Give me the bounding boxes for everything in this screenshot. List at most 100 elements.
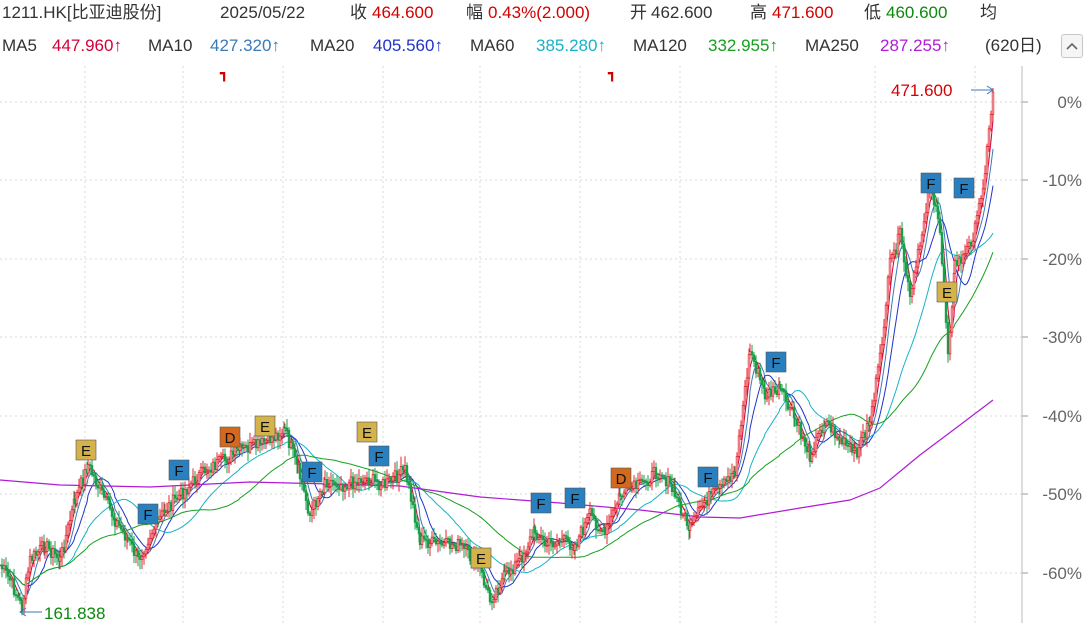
event-marker-f[interactable]: F xyxy=(564,487,586,509)
candle-body xyxy=(530,536,534,539)
event-marker-box xyxy=(368,445,390,467)
candle-body xyxy=(918,245,922,250)
candle-body xyxy=(910,288,914,297)
candle-body xyxy=(106,495,110,501)
open-label: 开 xyxy=(630,3,647,22)
candle-body xyxy=(310,508,314,516)
event-marker-f[interactable]: F xyxy=(137,503,159,525)
candle-body xyxy=(123,531,127,541)
candle-body xyxy=(568,540,572,550)
candle-body xyxy=(884,304,888,328)
candle-body xyxy=(558,540,562,543)
candle-body xyxy=(258,439,262,445)
candle-body xyxy=(278,435,282,441)
candle-body xyxy=(570,547,574,550)
stock-symbol[interactable]: 1211.HK[比亚迪股份] xyxy=(2,3,162,22)
event-marker-d[interactable]: D xyxy=(610,467,632,489)
event-marker-box xyxy=(219,426,241,448)
candle-body xyxy=(888,257,892,278)
candle-body xyxy=(373,474,377,481)
y-tick-label: -60% xyxy=(1042,564,1082,583)
candle-body xyxy=(117,520,121,526)
candle-body xyxy=(383,479,387,488)
candle-body xyxy=(575,543,579,547)
candle-body xyxy=(713,487,717,490)
event-marker-e[interactable]: E xyxy=(75,439,97,461)
candle-body xyxy=(733,471,737,476)
candle-body xyxy=(577,535,581,547)
event-marker-f[interactable]: F xyxy=(301,461,323,483)
candle-body xyxy=(743,386,747,406)
candle-body xyxy=(622,492,626,497)
candle-body xyxy=(16,594,20,598)
candle-body xyxy=(537,537,541,540)
candle-body xyxy=(217,456,221,460)
event-marker-f[interactable]: F xyxy=(530,492,552,514)
event-marker-e[interactable]: E xyxy=(470,547,492,569)
event-marker-f[interactable]: F xyxy=(697,466,719,488)
event-marker-f[interactable]: F xyxy=(168,459,190,481)
candle-body xyxy=(739,424,743,437)
event-marker-e[interactable]: E xyxy=(254,415,276,437)
candle-body xyxy=(615,503,619,510)
candle-body xyxy=(488,589,492,603)
candle-body xyxy=(957,257,961,266)
candle-body xyxy=(660,474,664,478)
ma250-label: MA250 xyxy=(805,36,859,55)
candle-body xyxy=(460,543,464,546)
candle-body xyxy=(375,479,379,483)
candle-body xyxy=(722,478,726,486)
collapse-button[interactable] xyxy=(1061,34,1083,58)
event-marker-f[interactable]: F xyxy=(953,177,975,199)
event-marker-f[interactable]: F xyxy=(765,351,787,373)
candle-body xyxy=(607,523,611,526)
candle-body xyxy=(756,368,760,374)
quote-date: 2025/05/22 xyxy=(220,3,306,22)
candle-body xyxy=(2,565,6,570)
period-selector[interactable]: (620日) xyxy=(985,36,1042,55)
candle-body xyxy=(466,545,470,551)
candle-body xyxy=(199,466,203,474)
event-marker-label: F xyxy=(536,496,545,513)
candle-body xyxy=(874,377,878,402)
candle-body xyxy=(312,499,316,510)
candle-body xyxy=(6,570,10,577)
event-marker-e[interactable]: E xyxy=(356,421,378,443)
candle-body xyxy=(104,495,108,498)
candle-body xyxy=(703,499,707,503)
candle-body xyxy=(482,571,486,586)
candle-body xyxy=(827,421,831,425)
candle-body xyxy=(694,515,698,518)
chevron-up-icon xyxy=(1066,42,1078,50)
candle-body xyxy=(395,470,399,483)
low-label: 低 xyxy=(864,3,881,22)
event-marker-label: F xyxy=(926,176,935,193)
candle-body xyxy=(213,461,217,471)
candle-body xyxy=(128,538,132,542)
candle-body xyxy=(816,433,820,438)
candle-body xyxy=(724,478,728,482)
event-marker-d[interactable]: D xyxy=(219,426,241,448)
candle-body xyxy=(422,535,426,540)
candle-body xyxy=(886,276,890,306)
event-marker-f[interactable]: F xyxy=(368,445,390,467)
candle-body xyxy=(573,543,577,552)
candle-body xyxy=(644,480,648,484)
candle-body xyxy=(272,436,276,441)
event-marker-label: E xyxy=(362,425,372,442)
candle-body xyxy=(229,450,233,463)
candle-body xyxy=(12,578,16,596)
candle-body xyxy=(227,461,231,464)
candle-body xyxy=(790,407,794,409)
candle-body xyxy=(36,551,40,556)
candle-body xyxy=(32,550,36,561)
ma120-label: MA120 xyxy=(633,36,687,55)
event-marker-e[interactable]: E xyxy=(936,281,958,303)
event-marker-f[interactable]: F xyxy=(920,172,942,194)
candle-body xyxy=(696,507,700,516)
ma-line-ma20 xyxy=(0,185,994,588)
candle-body xyxy=(920,234,924,247)
